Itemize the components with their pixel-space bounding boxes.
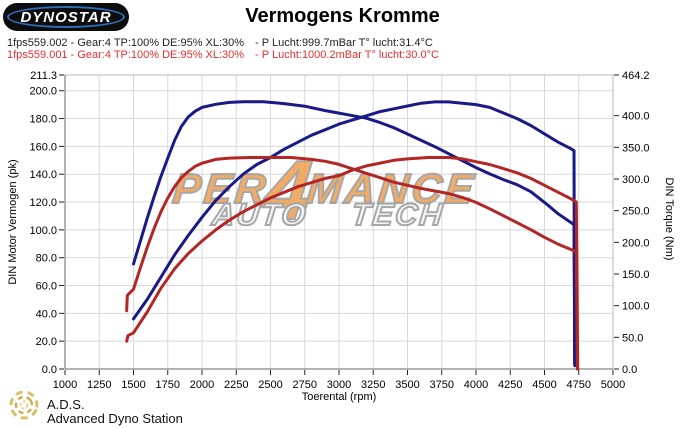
svg-text:300.0: 300.0: [622, 174, 650, 186]
svg-text:200.0: 200.0: [29, 86, 57, 98]
svg-text:350.0: 350.0: [622, 142, 650, 154]
svg-text:180.0: 180.0: [29, 114, 57, 126]
svg-text:4500: 4500: [532, 379, 556, 391]
left-axis-title: DIN Motor Vermogen (pk): [7, 159, 19, 285]
svg-text:1500: 1500: [121, 379, 145, 391]
curve-1fps559-002-torque: [132, 100, 577, 368]
run-002-info: 1fps559.002 - Gear:4 TP:100% DE:95% XL:3…: [7, 37, 245, 49]
run-001-ambient: - P Lucht:1000.2mBar T° lucht:30.0°C: [255, 49, 439, 61]
svg-text:2500: 2500: [258, 379, 282, 391]
svg-text:4750: 4750: [567, 379, 591, 391]
run-001-info: 1fps559.001 - Gear:4 TP:100% DE:95% XL:3…: [7, 49, 245, 61]
svg-text:20.0: 20.0: [36, 336, 57, 348]
ads-name: Advanced Dyno Station: [47, 411, 183, 426]
svg-text:1250: 1250: [87, 379, 111, 391]
curve-1fps559-002-power: [132, 100, 577, 367]
svg-text:200.0: 200.0: [622, 237, 650, 249]
svg-text:150.0: 150.0: [622, 269, 650, 281]
svg-text:1000: 1000: [53, 379, 77, 391]
svg-text:140.0: 140.0: [29, 169, 57, 181]
svg-text:60.0: 60.0: [36, 281, 57, 293]
dynostar-logo-text: DYNOSTAR: [20, 8, 112, 26]
legend-row-run-001: 1fps559.001 - Gear:4 TP:100% DE:95% XL:3…: [7, 49, 439, 61]
curve-1fps559-001-torque: [125, 156, 579, 371]
page-title: Vermogens Kromme: [245, 5, 440, 27]
ads-swirl-icon: [9, 390, 39, 420]
svg-text:5000: 5000: [601, 379, 625, 391]
svg-text:0.0: 0.0: [622, 364, 637, 376]
svg-text:2250: 2250: [224, 379, 248, 391]
legend-row-run-002: 1fps559.002 - Gear:4 TP:100% DE:95% XL:3…: [7, 37, 439, 49]
svg-text:250.0: 250.0: [622, 206, 650, 218]
x-axis-title: Toerental (rpm): [301, 391, 377, 403]
run-002-ambient: - P Lucht:999.7mBar T° lucht:31.4°C: [255, 37, 433, 49]
svg-text:0.0: 0.0: [42, 364, 57, 376]
curve-1fps559-001-power: [125, 156, 580, 371]
svg-text:4250: 4250: [498, 379, 522, 391]
svg-text:120.0: 120.0: [29, 197, 57, 209]
svg-text:464.2: 464.2: [622, 70, 650, 82]
dynostar-logo-ring: [7, 6, 125, 28]
svg-text:80.0: 80.0: [36, 253, 57, 265]
svg-text:100.0: 100.0: [622, 301, 650, 313]
svg-text:3750: 3750: [430, 379, 454, 391]
ads-text: A.D.S. Advanced Dyno Station: [47, 385, 183, 426]
dynostar-logo: DYNOSTAR: [3, 3, 129, 31]
svg-text:40.0: 40.0: [36, 308, 57, 320]
svg-text:3250: 3250: [361, 379, 385, 391]
svg-text:2000: 2000: [190, 379, 214, 391]
right-axis-title: DIN Torque (Nm): [663, 177, 675, 261]
svg-text:1750: 1750: [156, 379, 180, 391]
run-legend: 1fps559.002 - Gear:4 TP:100% DE:95% XL:3…: [7, 37, 439, 61]
svg-text:2750: 2750: [293, 379, 317, 391]
svg-text:3500: 3500: [395, 379, 419, 391]
ads-footer: A.D.S. Advanced Dyno Station: [5, 385, 183, 426]
svg-text:211.3: 211.3: [30, 70, 57, 82]
svg-text:100.0: 100.0: [29, 225, 57, 237]
svg-text:400.0: 400.0: [622, 111, 650, 123]
logo-fineprint: …: [105, 30, 111, 36]
svg-text:3000: 3000: [327, 379, 351, 391]
svg-text:4000: 4000: [464, 379, 488, 391]
ads-abbr: A.D.S.: [47, 397, 85, 412]
svg-text:50.0: 50.0: [622, 332, 643, 344]
svg-text:160.0: 160.0: [29, 141, 57, 153]
